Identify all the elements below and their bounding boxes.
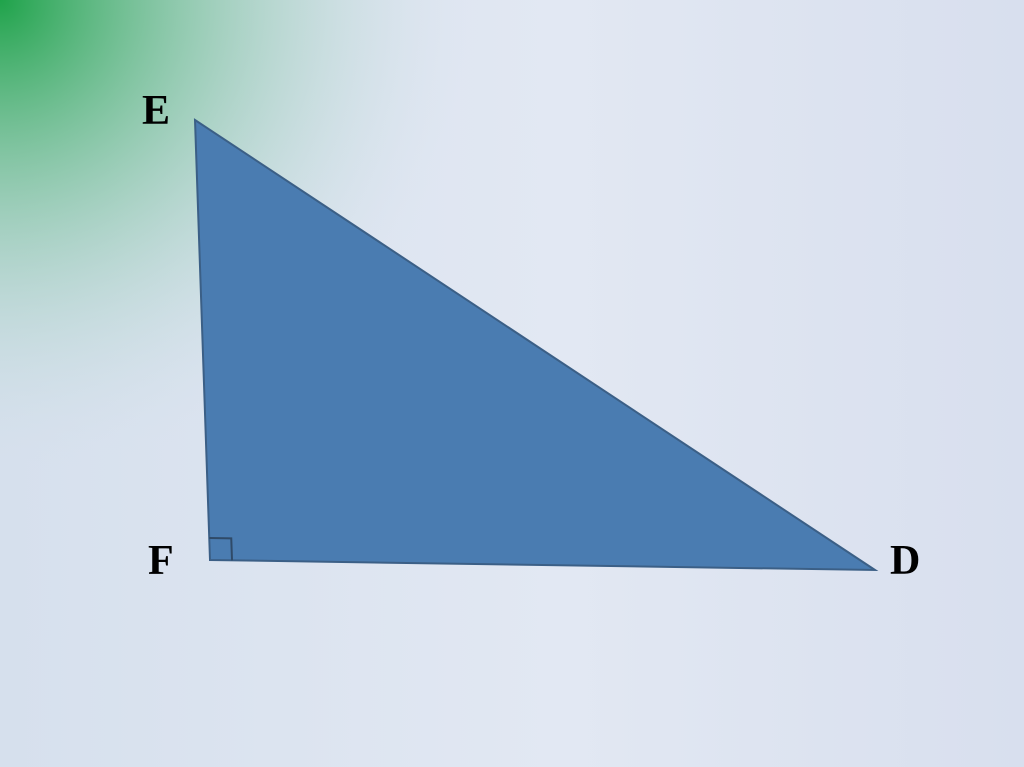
vertex-label-e: E [142,90,170,132]
triangle-shape [195,120,875,570]
slide-canvas: E F D [0,0,1024,767]
vertex-label-d: D [890,540,920,582]
vertex-label-f: F [148,540,174,582]
